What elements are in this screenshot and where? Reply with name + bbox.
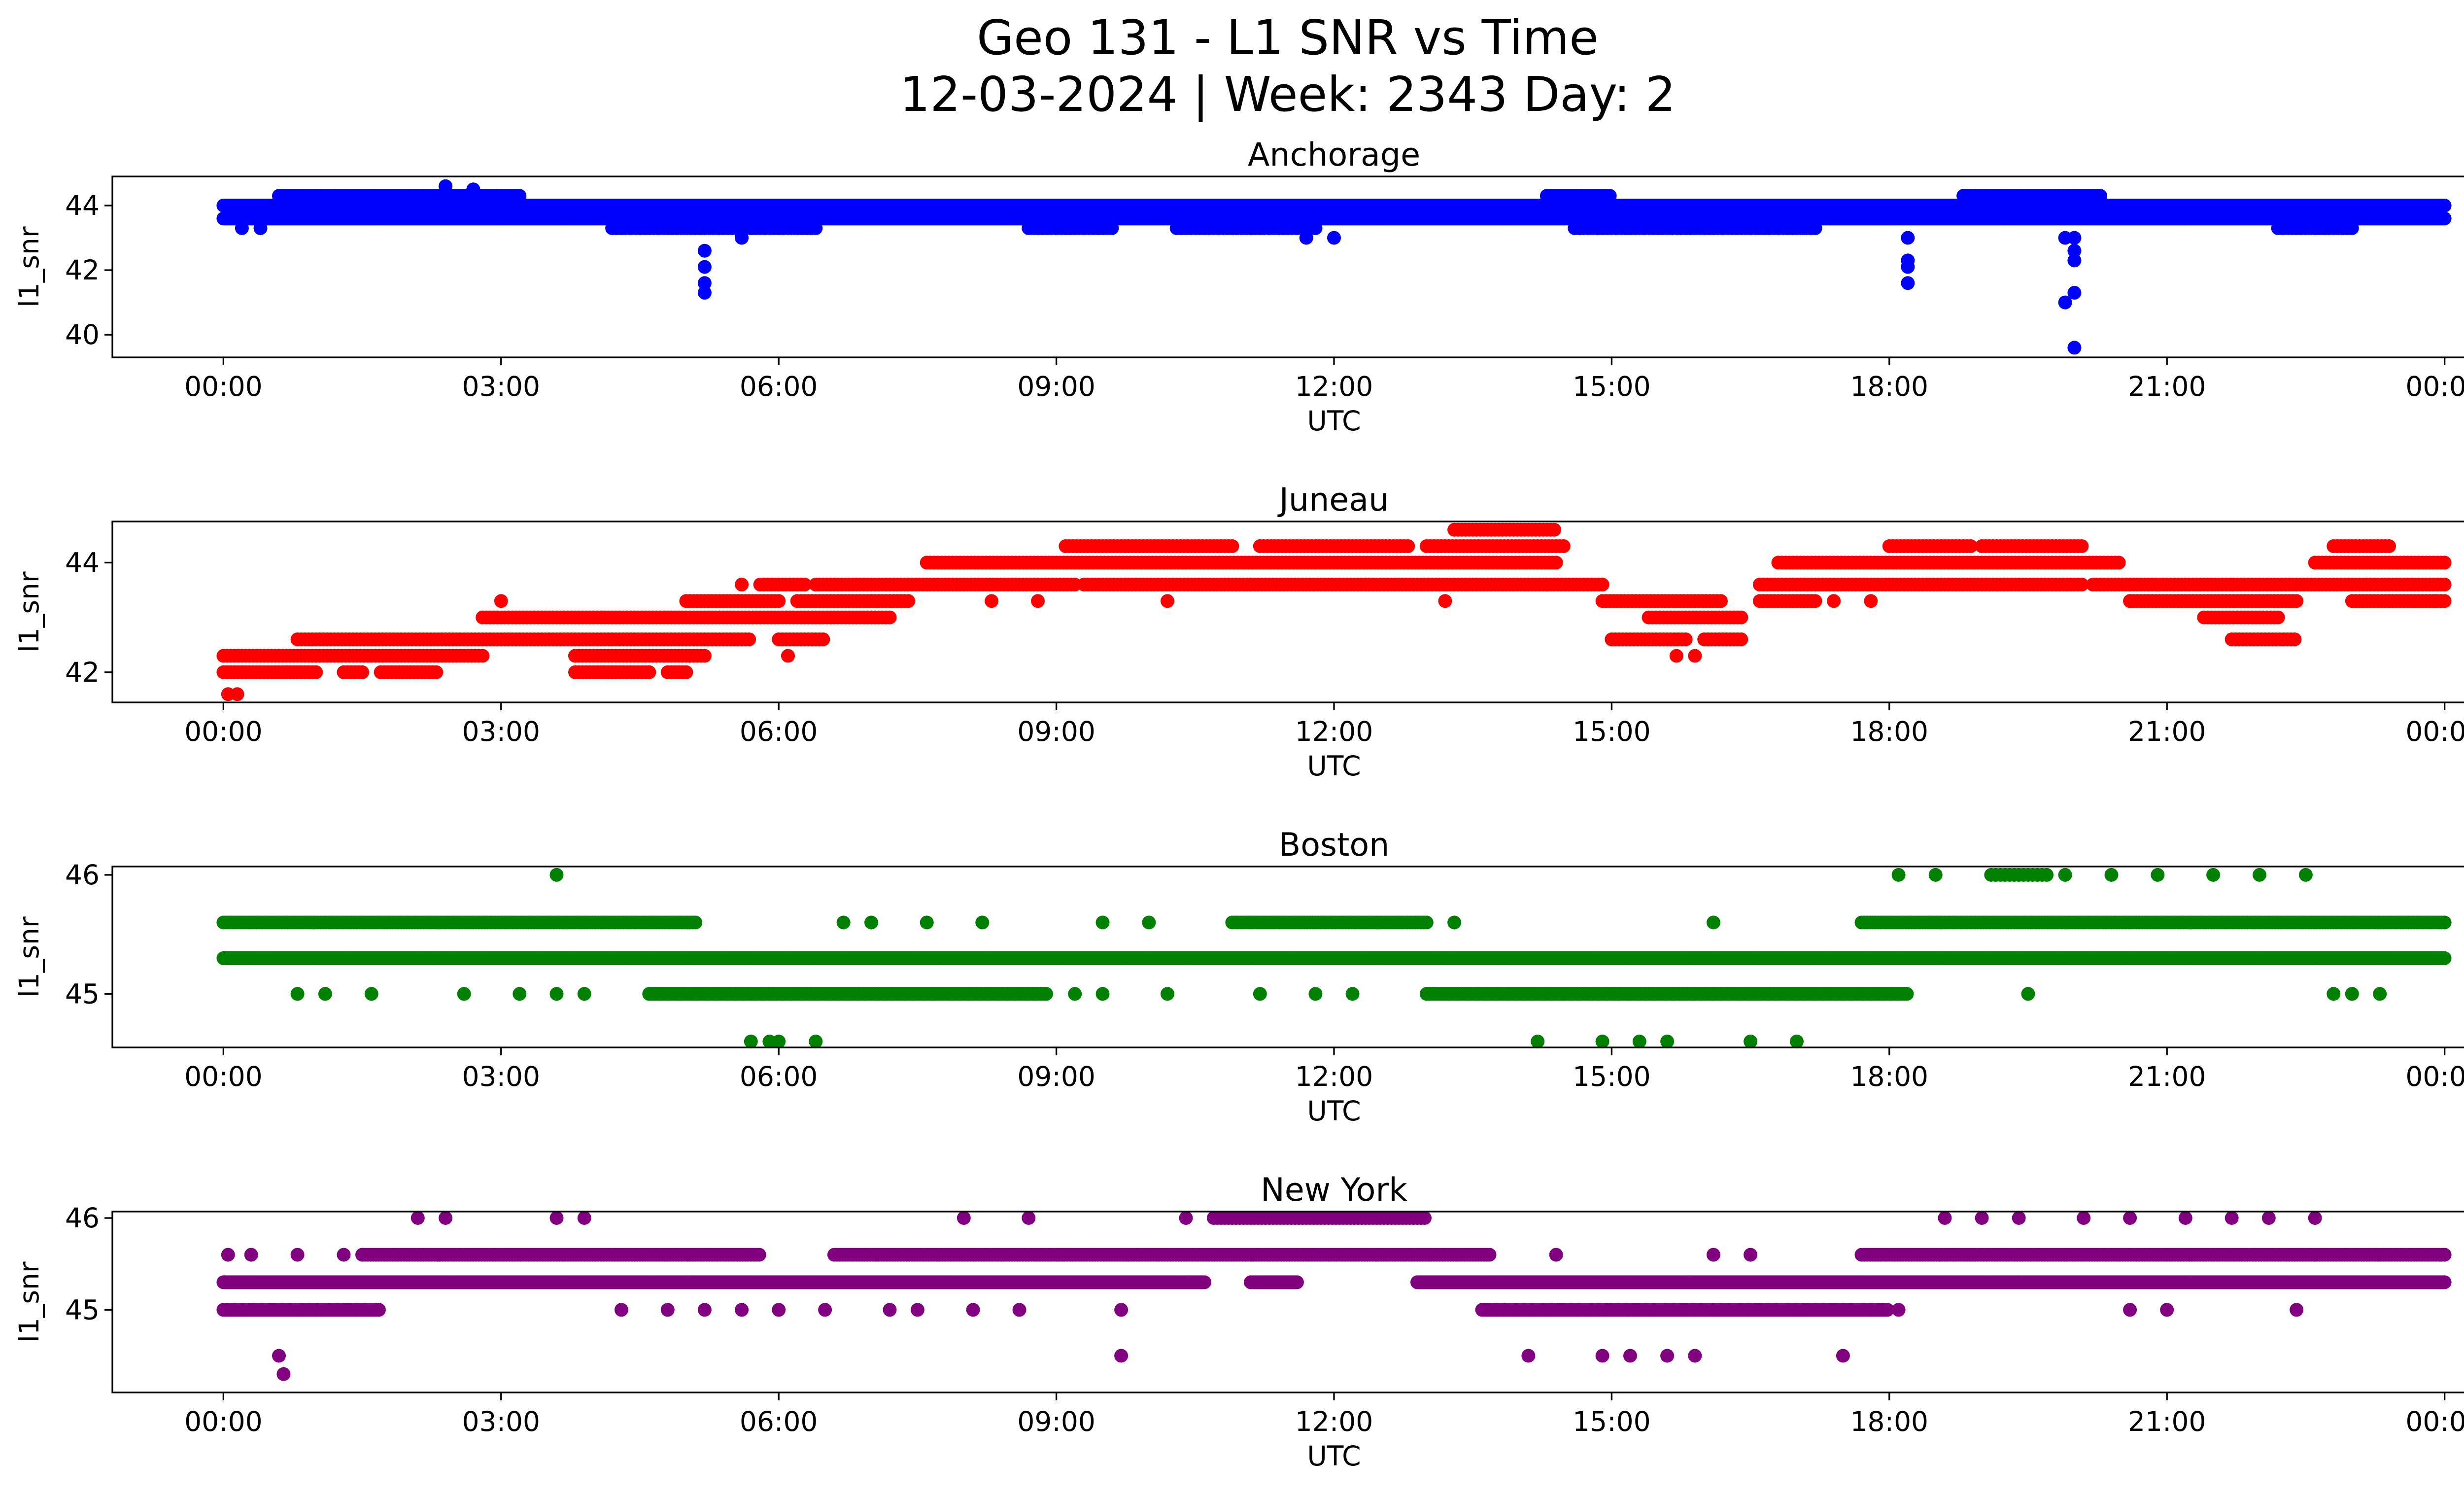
data-point	[1808, 221, 1822, 235]
data-points	[216, 179, 2452, 355]
data-point	[809, 221, 823, 235]
data-point	[2437, 211, 2452, 226]
figure-title-line2: 12-03-2024 | Week: 2343 Day: 2	[900, 67, 1676, 123]
data-point	[2437, 199, 2452, 212]
data-point	[1105, 221, 1119, 235]
figure-title-line1: Geo 131 - L1 SNR vs Time	[977, 10, 1599, 66]
panel-title: Anchorage	[1248, 137, 1420, 174]
data-point	[2345, 221, 2359, 235]
